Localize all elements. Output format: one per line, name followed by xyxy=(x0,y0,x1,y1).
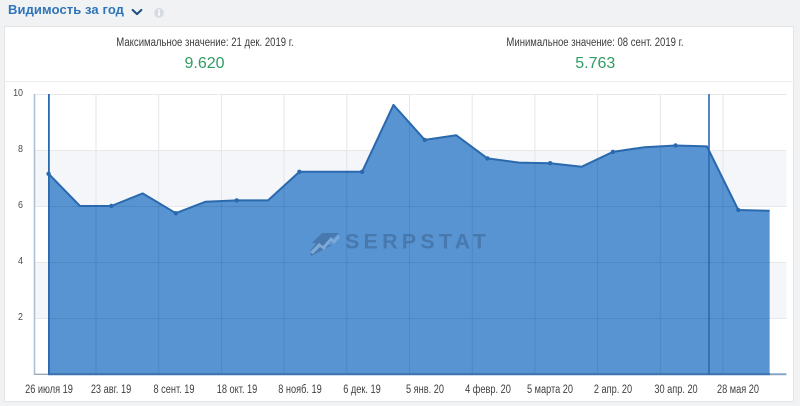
svg-text:SERPSTAT: SERPSTAT xyxy=(345,230,490,254)
